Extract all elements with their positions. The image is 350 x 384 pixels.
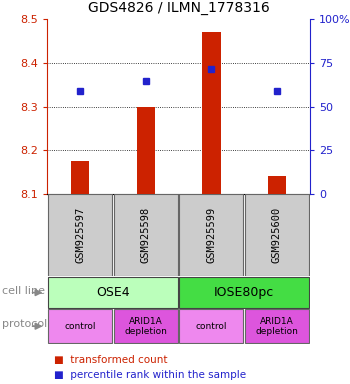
- Bar: [48, 278, 178, 308]
- Bar: [245, 310, 309, 343]
- Bar: [202, 32, 220, 194]
- Text: protocol: protocol: [2, 319, 47, 329]
- Text: OSE4: OSE4: [96, 286, 130, 299]
- Bar: [179, 278, 309, 308]
- Bar: [268, 176, 286, 194]
- Text: ■  percentile rank within the sample: ■ percentile rank within the sample: [54, 370, 246, 380]
- Text: ARID1A
depletion: ARID1A depletion: [124, 316, 167, 336]
- Text: cell line: cell line: [2, 286, 45, 296]
- Bar: [113, 310, 178, 343]
- Text: IOSE80pc: IOSE80pc: [214, 286, 274, 299]
- Bar: [179, 310, 244, 343]
- Text: GSM925600: GSM925600: [272, 207, 282, 263]
- Bar: [48, 310, 112, 343]
- Text: GSM925599: GSM925599: [206, 207, 216, 263]
- Text: control: control: [64, 322, 96, 331]
- Bar: [71, 161, 89, 194]
- Text: GSM925597: GSM925597: [75, 207, 85, 263]
- Text: ■  transformed count: ■ transformed count: [54, 355, 168, 365]
- Bar: [48, 194, 112, 276]
- Text: control: control: [196, 322, 227, 331]
- Bar: [113, 194, 178, 276]
- Bar: [179, 194, 244, 276]
- Bar: [245, 194, 309, 276]
- Bar: [136, 106, 155, 194]
- Text: GSM925598: GSM925598: [141, 207, 151, 263]
- Text: ARID1A
depletion: ARID1A depletion: [256, 316, 298, 336]
- Title: GDS4826 / ILMN_1778316: GDS4826 / ILMN_1778316: [88, 2, 270, 15]
